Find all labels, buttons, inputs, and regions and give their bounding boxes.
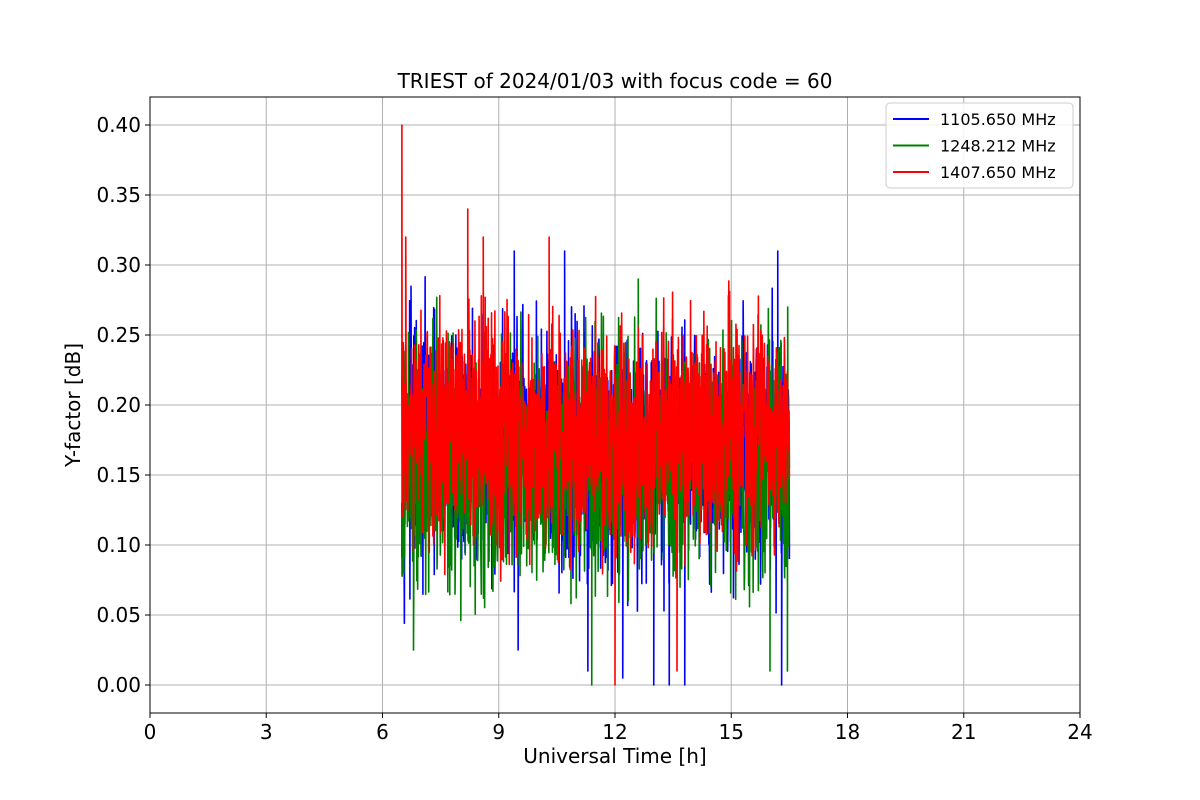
x-tick-label: 18 [835,720,860,744]
x-tick-label: 0 [144,720,157,744]
legend-box [885,102,1074,189]
legend-entry: 1105.650 MHz [940,110,1056,129]
axis-ticks: 0 3 6 9 12 15 18 21 24 0.00 0.05 0.10 0.15 0.20 0.25 0.… [96,113,1092,744]
y-tick-label: 0.05 [96,603,141,627]
x-tick-label: 3 [260,720,273,744]
chart-title: TRIEST of 2024/01/03 with focus code = 6… [397,69,833,93]
x-tick-label: 21 [951,720,976,744]
y-tick-label: 0.40 [96,113,141,137]
y-tick-label: 0.15 [96,463,141,487]
x-tick-label: 15 [719,720,744,744]
y-tick-label: 0.30 [96,253,141,277]
y-tick-label: 0.35 [96,183,141,207]
y-tick-label: 0.25 [96,323,141,347]
y-tick-label: 0.10 [96,533,141,557]
x-tick-label: 6 [376,720,389,744]
x-axis-label: Universal Time [h] [523,744,706,768]
y-tick-label: 0.20 [96,393,141,417]
x-tick-label: 9 [492,720,505,744]
legend-entry: 1407.650 MHz [940,163,1056,182]
legend: 1105.650 MHz 1248.212 MHz 1407.650 MHz [885,102,1074,189]
plot-series [401,124,791,686]
x-tick-label: 12 [602,720,627,744]
x-tick-label: 24 [1067,720,1092,744]
y-tick-label: 0.00 [96,673,141,697]
series-line [401,124,791,686]
legend-entry: 1248.212 MHz [940,137,1056,156]
y-axis-label: Y-factor [dB] [61,343,85,468]
